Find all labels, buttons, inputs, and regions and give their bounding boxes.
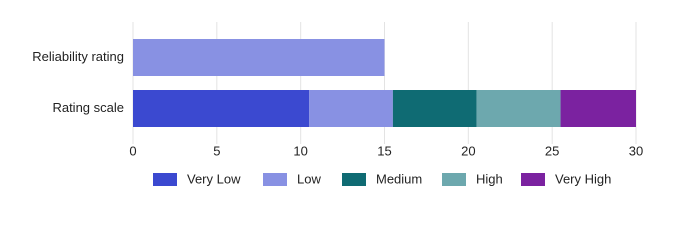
legend-label: Low — [297, 171, 321, 186]
legend-swatch — [342, 173, 366, 186]
legend-label: Very High — [555, 171, 611, 186]
bar-segment — [309, 90, 393, 127]
legend-swatch — [153, 173, 177, 186]
bar-segment — [133, 39, 385, 76]
x-tick-label: 25 — [545, 143, 559, 158]
legend-label: Very Low — [187, 171, 241, 186]
legend-swatch — [263, 173, 287, 186]
x-tick-label: 10 — [293, 143, 307, 158]
x-tick-label: 5 — [213, 143, 220, 158]
bar-segment — [392, 90, 477, 127]
legend-swatch — [521, 173, 545, 186]
legend-label: High — [476, 171, 503, 186]
x-tick-label: 0 — [129, 143, 136, 158]
bar-segment — [560, 90, 636, 127]
x-tick-label: 15 — [377, 143, 391, 158]
bar-segment — [133, 90, 310, 127]
y-tick-label: Rating scale — [52, 100, 124, 115]
bar-segment — [476, 90, 561, 127]
x-tick-label: 30 — [629, 143, 643, 158]
chart: 0 5 10 15 20 25 30 Reliability rating Rating sca… — [32, 22, 643, 186]
x-tick-label: 20 — [461, 143, 475, 158]
y-tick-label: Reliability rating — [32, 49, 124, 64]
legend-label: Medium — [376, 171, 422, 186]
legend-swatch — [442, 173, 466, 186]
